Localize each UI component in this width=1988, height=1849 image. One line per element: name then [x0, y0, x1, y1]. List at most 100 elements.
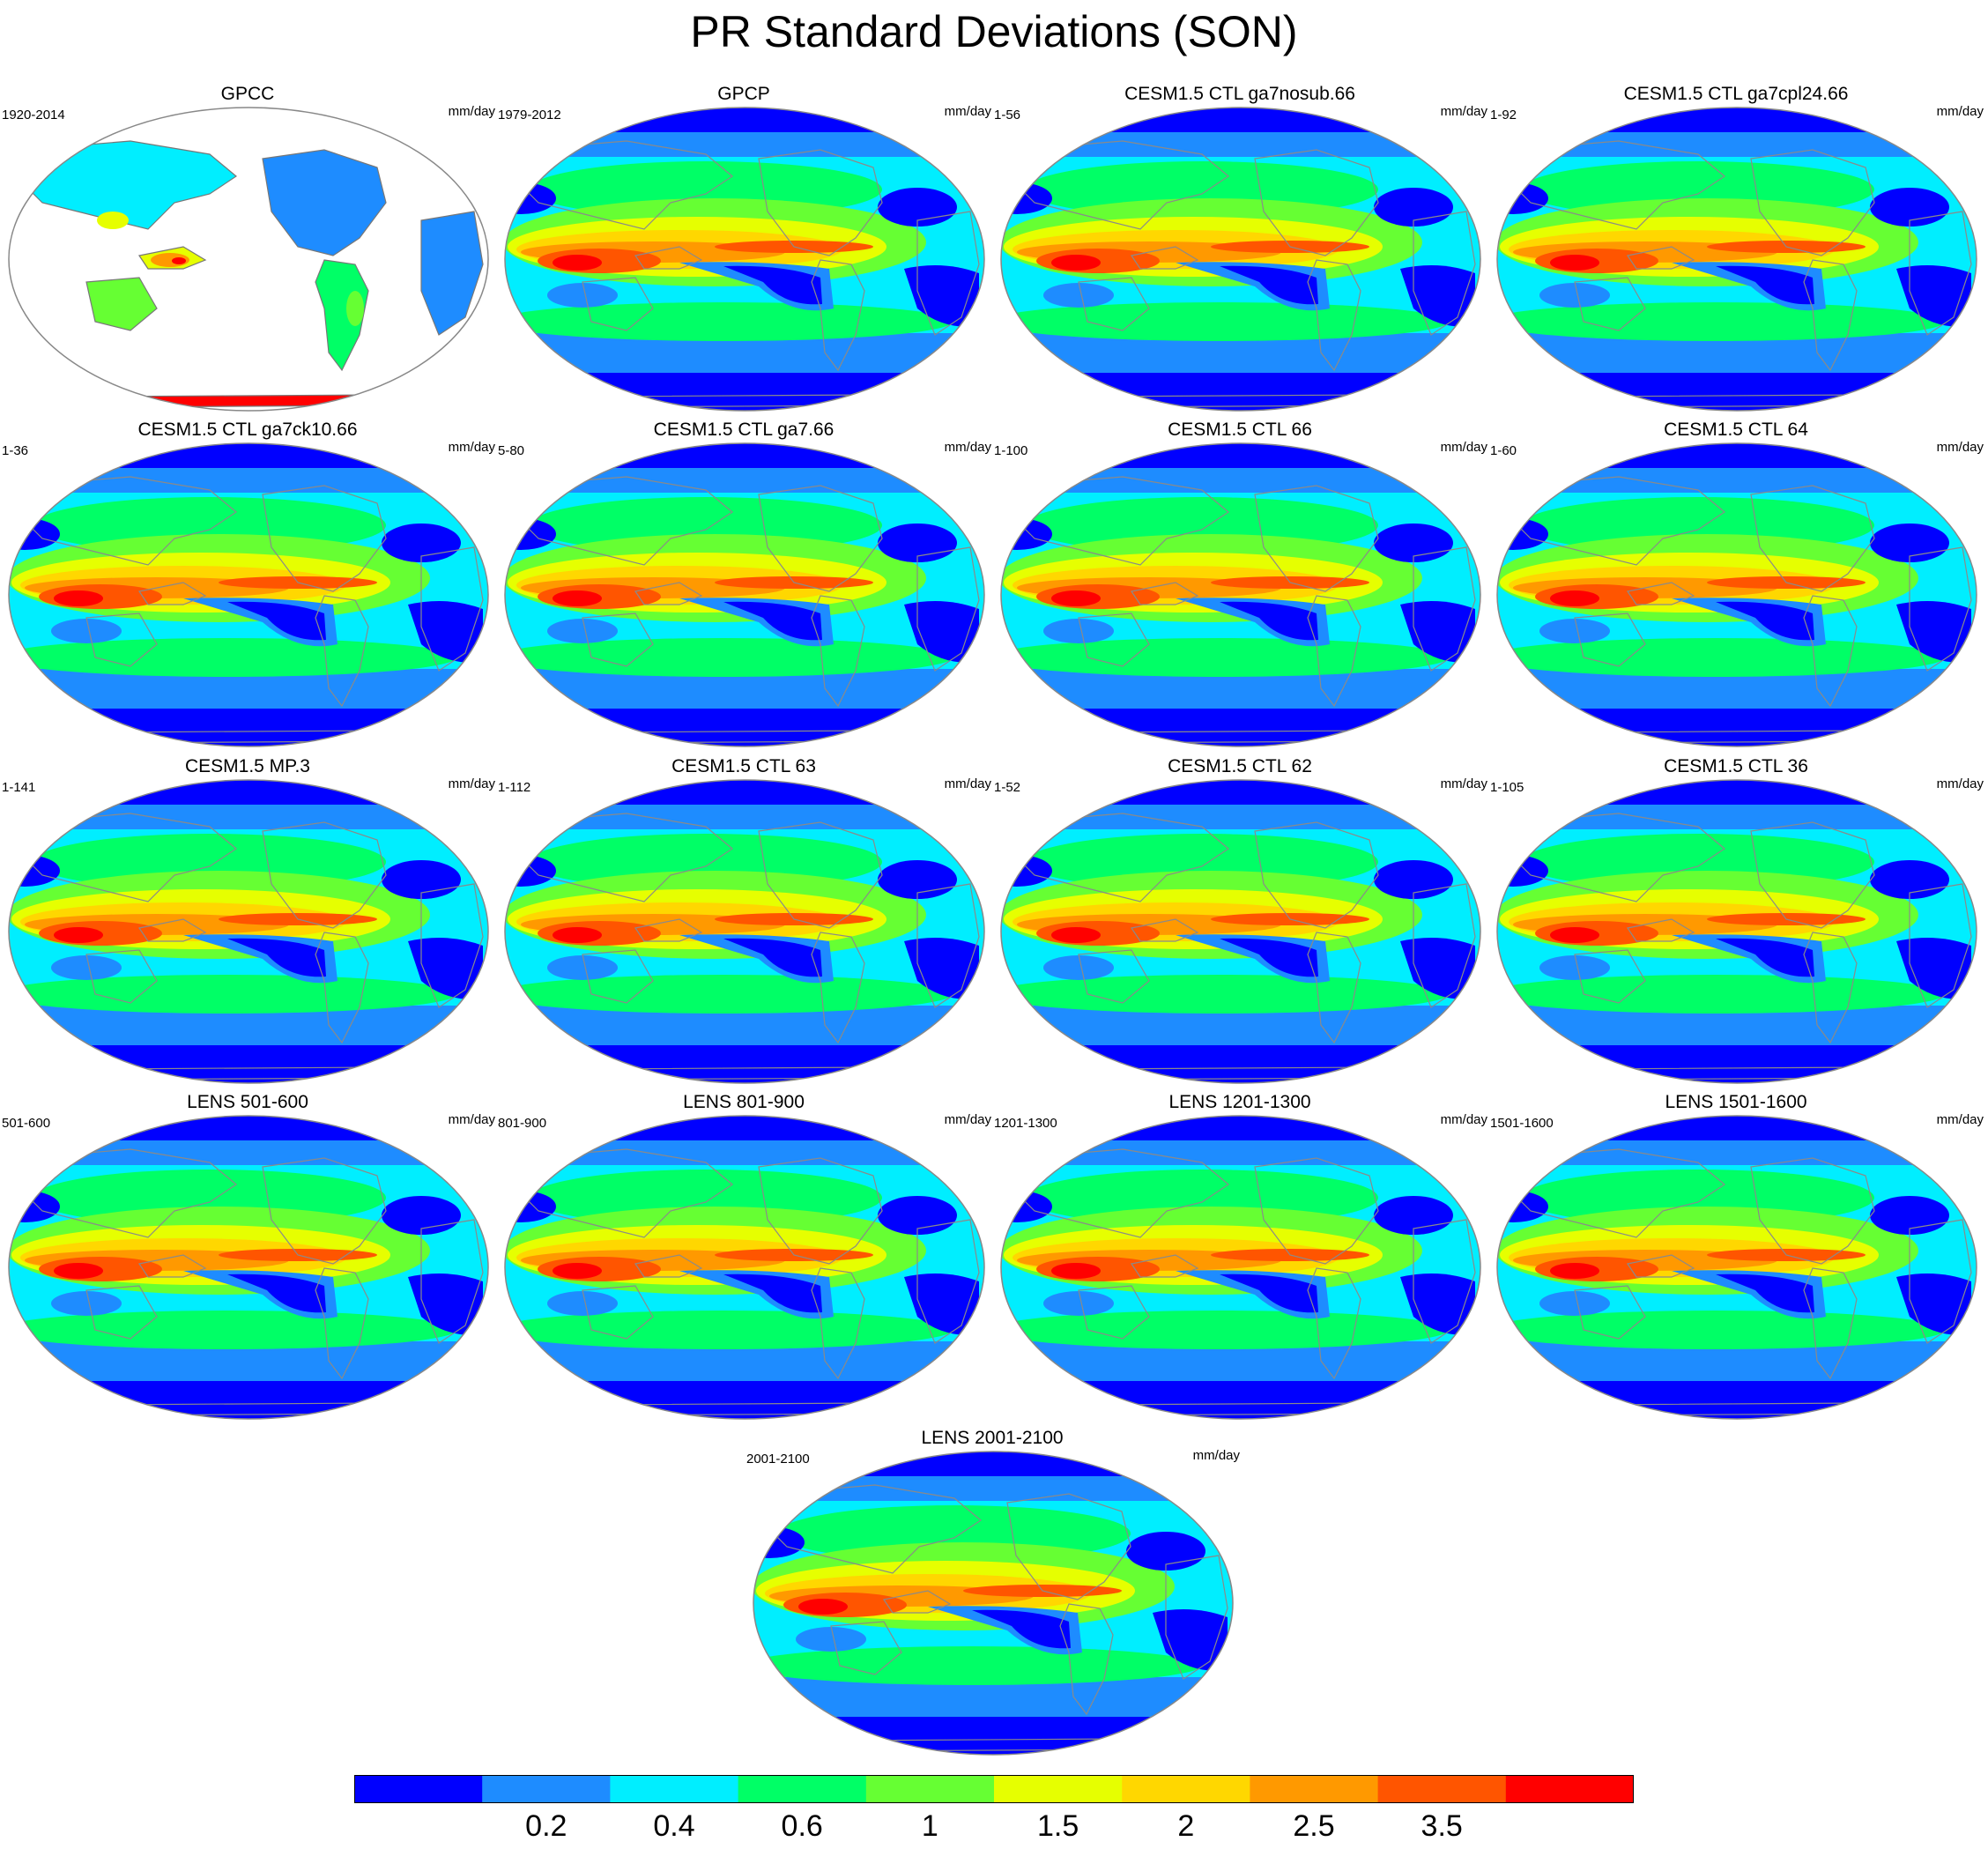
coastline [1803, 595, 1858, 708]
panel-period: 1920-2014 [2, 108, 65, 123]
coastline [883, 1590, 952, 1614]
colorbar-label: 1.5 [1036, 1809, 1079, 1843]
panel-units: mm/day [448, 776, 495, 791]
colorbar [354, 1775, 1635, 1803]
colorbar-labels: 0.2 0.4 0.6 1 1.5 2 2.5 3.5 [354, 1808, 1634, 1847]
coastline [138, 1254, 207, 1278]
map-plot [1496, 1115, 1977, 1420]
panel-period: 1-56 [994, 108, 1021, 123]
coastline [768, 1484, 983, 1574]
coastline [811, 1267, 865, 1380]
coastline [85, 1285, 158, 1340]
colorbar-label: 2.5 [1293, 1809, 1335, 1843]
coastline [916, 211, 980, 336]
map-panel: CESM1.5 CTL ga7.66 5-80 mm/day [496, 419, 991, 752]
coastline [85, 613, 158, 667]
panel-title: CESM1.5 CTL ga7cpl24.66 [1623, 84, 1849, 104]
coastline [1254, 1157, 1379, 1265]
panel-period: 1201-1300 [994, 1116, 1057, 1131]
map-plot [1000, 779, 1481, 1084]
coastline [1131, 918, 1199, 942]
panel-period: 501-600 [2, 1116, 51, 1131]
panel-title: LENS 2001-2100 [921, 1428, 1064, 1448]
panel-units: mm/day [1192, 1448, 1240, 1463]
colorbar-label: 1 [921, 1809, 938, 1843]
coastline [1512, 476, 1726, 566]
panel-period: 1-36 [2, 443, 29, 458]
panel-title: CESM1.5 CTL ga7nosub.66 [1124, 84, 1355, 104]
map-panel: CESM1.5 CTL 63 1-112 mm/day [496, 755, 991, 1088]
panel-units: mm/day [944, 440, 991, 455]
coastline [24, 813, 238, 902]
panel-period: 1-141 [2, 780, 36, 795]
panel-title: LENS 1501-1600 [1665, 1092, 1807, 1112]
panel-title: CESM1.5 CTL ga7ck10.66 [137, 420, 358, 440]
coastline [758, 485, 883, 592]
map-fill [1001, 780, 1480, 1083]
coastline [1413, 211, 1476, 336]
coastline [1512, 140, 1726, 230]
panel-units: mm/day [1440, 440, 1487, 455]
coastline [811, 259, 865, 372]
panel-title: CESM1.5 CTL ga7.66 [653, 420, 835, 440]
map-panel: CESM1.5 CTL ga7ck10.66 1-36 mm/day [0, 419, 495, 752]
map-plot [1496, 779, 1977, 1084]
panel-units: mm/day [1936, 776, 1984, 791]
coastline [634, 246, 703, 270]
map-fill [1001, 108, 1480, 411]
colorbar-box [865, 1775, 995, 1803]
coastline [1307, 259, 1361, 372]
map-plot [1000, 1115, 1481, 1420]
coastline [520, 1148, 734, 1238]
coastline [1574, 949, 1646, 1004]
coastline [420, 1219, 484, 1344]
panel-units: mm/day [1440, 104, 1487, 119]
map-fill [9, 108, 488, 411]
coastline [1078, 1285, 1150, 1340]
colorbar-box [738, 1775, 867, 1803]
map-panel: LENS 801-900 801-900 mm/day [496, 1091, 991, 1424]
map-plot [8, 1115, 489, 1420]
coastline [1627, 582, 1695, 605]
map-plot [504, 1115, 985, 1420]
coastline [1750, 149, 1875, 256]
coastline [1131, 246, 1199, 270]
coastline [1131, 1254, 1199, 1278]
colorbar-box [994, 1775, 1123, 1803]
coastline [1006, 1493, 1131, 1600]
map-panel: CESM1.5 CTL 36 1-105 mm/day [1488, 755, 1984, 1088]
land-area [24, 140, 238, 230]
map-panel: CESM1.5 CTL ga7nosub.66 1-56 mm/day [992, 83, 1487, 416]
coastline [582, 949, 654, 1004]
colorbar-svg [354, 1775, 1635, 1803]
map-panel: CESM1.5 MP.3 1-141 mm/day [0, 755, 495, 1088]
coastline [1254, 821, 1379, 929]
coastline [520, 813, 734, 902]
panel-units: mm/day [1440, 1112, 1487, 1127]
panel-title: LENS 501-600 [187, 1092, 308, 1112]
coastline [1627, 246, 1695, 270]
coastline [1574, 613, 1646, 667]
map-fill [9, 780, 488, 1083]
panel-units: mm/day [1936, 1112, 1984, 1127]
panel-title: CESM1.5 CTL 66 [1168, 420, 1312, 440]
panel-period: 5-80 [498, 443, 525, 458]
colorbar-box [482, 1775, 611, 1803]
coastline [420, 883, 484, 1008]
coastline [1413, 1219, 1476, 1344]
coastline [830, 1621, 902, 1675]
panel-period: 801-900 [498, 1116, 547, 1131]
panel-title: CESM1.5 CTL 62 [1168, 756, 1312, 776]
land-area [85, 277, 158, 331]
coastline [1016, 813, 1230, 902]
coastline [262, 1157, 387, 1265]
coastline [1165, 1555, 1228, 1680]
panel-period: 1-52 [994, 780, 1021, 795]
colorbar-box [1505, 1775, 1635, 1803]
coastline [138, 918, 207, 942]
map-plot [8, 442, 489, 747]
coastline [262, 821, 387, 929]
coastline [1750, 485, 1875, 592]
colorbar-box [1250, 1775, 1379, 1803]
coastline [1512, 813, 1726, 902]
